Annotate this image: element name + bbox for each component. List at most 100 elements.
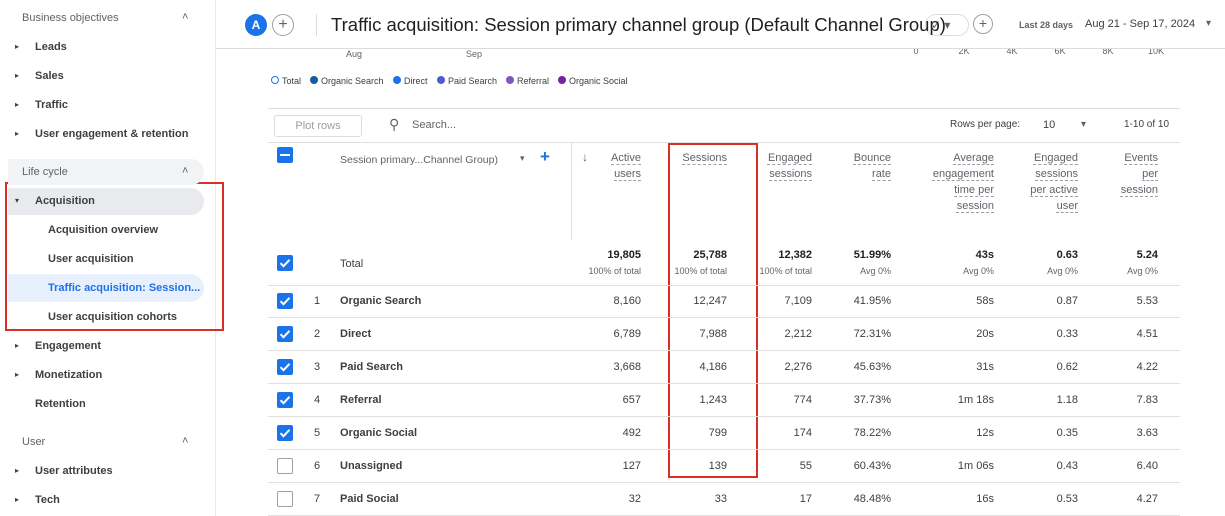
cell-value: 31s	[976, 361, 994, 373]
checkbox[interactable]	[277, 425, 293, 441]
header-divider	[216, 48, 1225, 49]
checkbox[interactable]	[277, 359, 293, 375]
section-title[interactable]: Business objectives	[22, 12, 119, 24]
column-header[interactable]: Engaged sessions per active user	[1030, 152, 1078, 212]
y-tick-label: 8K	[1102, 49, 1114, 56]
add-comparison-button[interactable]: +	[272, 14, 294, 36]
column-header[interactable]: Average engagement time per session	[932, 152, 994, 212]
expand-arrow: ▸	[15, 466, 20, 475]
pagination: 1-10 of 10	[1124, 119, 1170, 130]
cell-value: 45.63%	[853, 361, 891, 373]
row-name[interactable]: Referral	[340, 394, 382, 406]
row-index: 2	[314, 328, 321, 340]
nav-subitem[interactable]: User acquisition	[48, 253, 134, 265]
rows-dropdown-caret[interactable]: ▾	[1081, 119, 1087, 130]
column-header[interactable]: Active users	[611, 152, 641, 180]
row-border	[268, 350, 1180, 351]
nav-item[interactable]: Retention	[35, 398, 86, 410]
nav-item[interactable]: User attributes	[35, 465, 113, 477]
x-tick-label: 25	[344, 49, 364, 50]
row-name[interactable]: Organic Social	[340, 427, 418, 439]
legend-label[interactable]: Referral	[517, 76, 550, 86]
column-header[interactable]: Engaged sessions	[767, 152, 812, 180]
cell-value: 0.53	[1056, 493, 1078, 505]
legend-label[interactable]: Total	[282, 76, 302, 86]
row-name[interactable]: Paid Search	[340, 361, 403, 373]
nav-item[interactable]: Monetization	[35, 369, 103, 381]
row-index: 1	[314, 295, 321, 307]
checkbox[interactable]	[277, 255, 293, 271]
row-index: 5	[314, 427, 321, 439]
cell-value: 55	[799, 460, 812, 472]
avatar[interactable]: A	[245, 14, 267, 36]
row-name[interactable]: Organic Search	[340, 295, 422, 307]
checkbox[interactable]	[277, 293, 293, 309]
row-name[interactable]: Direct	[340, 328, 372, 340]
add-button[interactable]: +	[973, 14, 993, 34]
nav-item[interactable]: Sales	[35, 70, 64, 82]
nav-item[interactable]: Acquisition	[35, 195, 95, 207]
legend-label[interactable]: Paid Search	[448, 76, 498, 86]
cell-value: 0.62	[1056, 361, 1078, 373]
nav-item[interactable]: Engagement	[35, 340, 102, 352]
checkbox[interactable]	[277, 491, 293, 507]
nav-subitem[interactable]: User acquisition cohorts	[48, 311, 177, 323]
rows-per-page[interactable]: 10	[1043, 119, 1056, 131]
row-index: 3	[314, 361, 321, 373]
dimension-dropdown[interactable]: ▾	[520, 153, 525, 163]
checkbox[interactable]	[277, 458, 293, 474]
cell-value: 78.22%	[853, 427, 891, 439]
legend-label[interactable]: Direct	[404, 76, 428, 86]
legend-label[interactable]: Organic Social	[569, 76, 628, 86]
cell-value: 657	[622, 394, 641, 406]
cell-value: 16s	[976, 493, 994, 505]
cell-value: 4.51	[1136, 328, 1158, 340]
date-dropdown-caret[interactable]: ▾	[1206, 18, 1212, 29]
status-chip[interactable]: ✓ ▾	[925, 14, 969, 36]
column-header[interactable]: Events per session	[1120, 152, 1158, 196]
nav-item[interactable]: User engagement & retention	[35, 128, 189, 140]
plot-rows-button[interactable]: Plot rows	[274, 115, 362, 137]
sort-arrow[interactable]: ↓	[582, 150, 588, 164]
row-name[interactable]: Paid Social	[340, 493, 399, 505]
dimension-header[interactable]: Session primary...Channel Group)	[340, 154, 498, 166]
checkbox[interactable]	[277, 392, 293, 408]
total-label: Total	[340, 258, 364, 270]
cell-value: 32	[628, 493, 641, 505]
cell-value: 12s	[976, 427, 994, 439]
section-title[interactable]: Life cycle	[22, 166, 68, 178]
expand-arrow: ▸	[15, 370, 20, 379]
date-range[interactable]: Aug 21 - Sep 17, 2024	[1085, 18, 1196, 30]
expand-arrow: ▸	[15, 42, 20, 51]
cell-value: 7.83	[1136, 394, 1158, 406]
nav-subitem[interactable]: Acquisition overview	[48, 224, 159, 236]
section-highlight	[8, 159, 204, 185]
cell-value: 33	[714, 493, 727, 505]
checkbox[interactable]	[277, 326, 293, 342]
page-title: Traffic acquisition: Session primary cha…	[331, 14, 946, 35]
column-header[interactable]: Bounce rate	[853, 152, 891, 180]
cell-value: 799	[708, 427, 727, 439]
nav-item[interactable]: Traffic	[35, 99, 69, 111]
x-tick-label: 15	[713, 49, 733, 50]
nav-item[interactable]: Leads	[35, 41, 67, 53]
cell-value: 0.43	[1056, 460, 1078, 472]
section-title[interactable]: User	[22, 436, 46, 448]
cell-value: 127	[622, 460, 641, 472]
row-border	[268, 285, 1180, 286]
legend-label[interactable]: Organic Search	[321, 76, 384, 86]
rows-per-page-label: Rows per page:	[950, 119, 1021, 130]
nav-item[interactable]: Tech	[35, 494, 60, 506]
checkbox[interactable]	[277, 147, 293, 163]
total-value: 0.63	[1056, 249, 1078, 261]
add-dimension[interactable]: +	[540, 147, 550, 166]
row-name[interactable]: Unassigned	[340, 460, 403, 472]
nav-subitem[interactable]: Traffic acquisition: Session...	[48, 282, 201, 294]
cell-value: 3.63	[1136, 427, 1158, 439]
column-header[interactable]: Sessions	[682, 152, 727, 164]
total-value: 12,382	[778, 249, 812, 261]
total-note: Avg 0%	[1127, 266, 1158, 276]
expand-arrow: ▸	[15, 341, 20, 350]
cell-value: 17	[799, 493, 812, 505]
search-input[interactable]: Search...	[412, 119, 457, 131]
